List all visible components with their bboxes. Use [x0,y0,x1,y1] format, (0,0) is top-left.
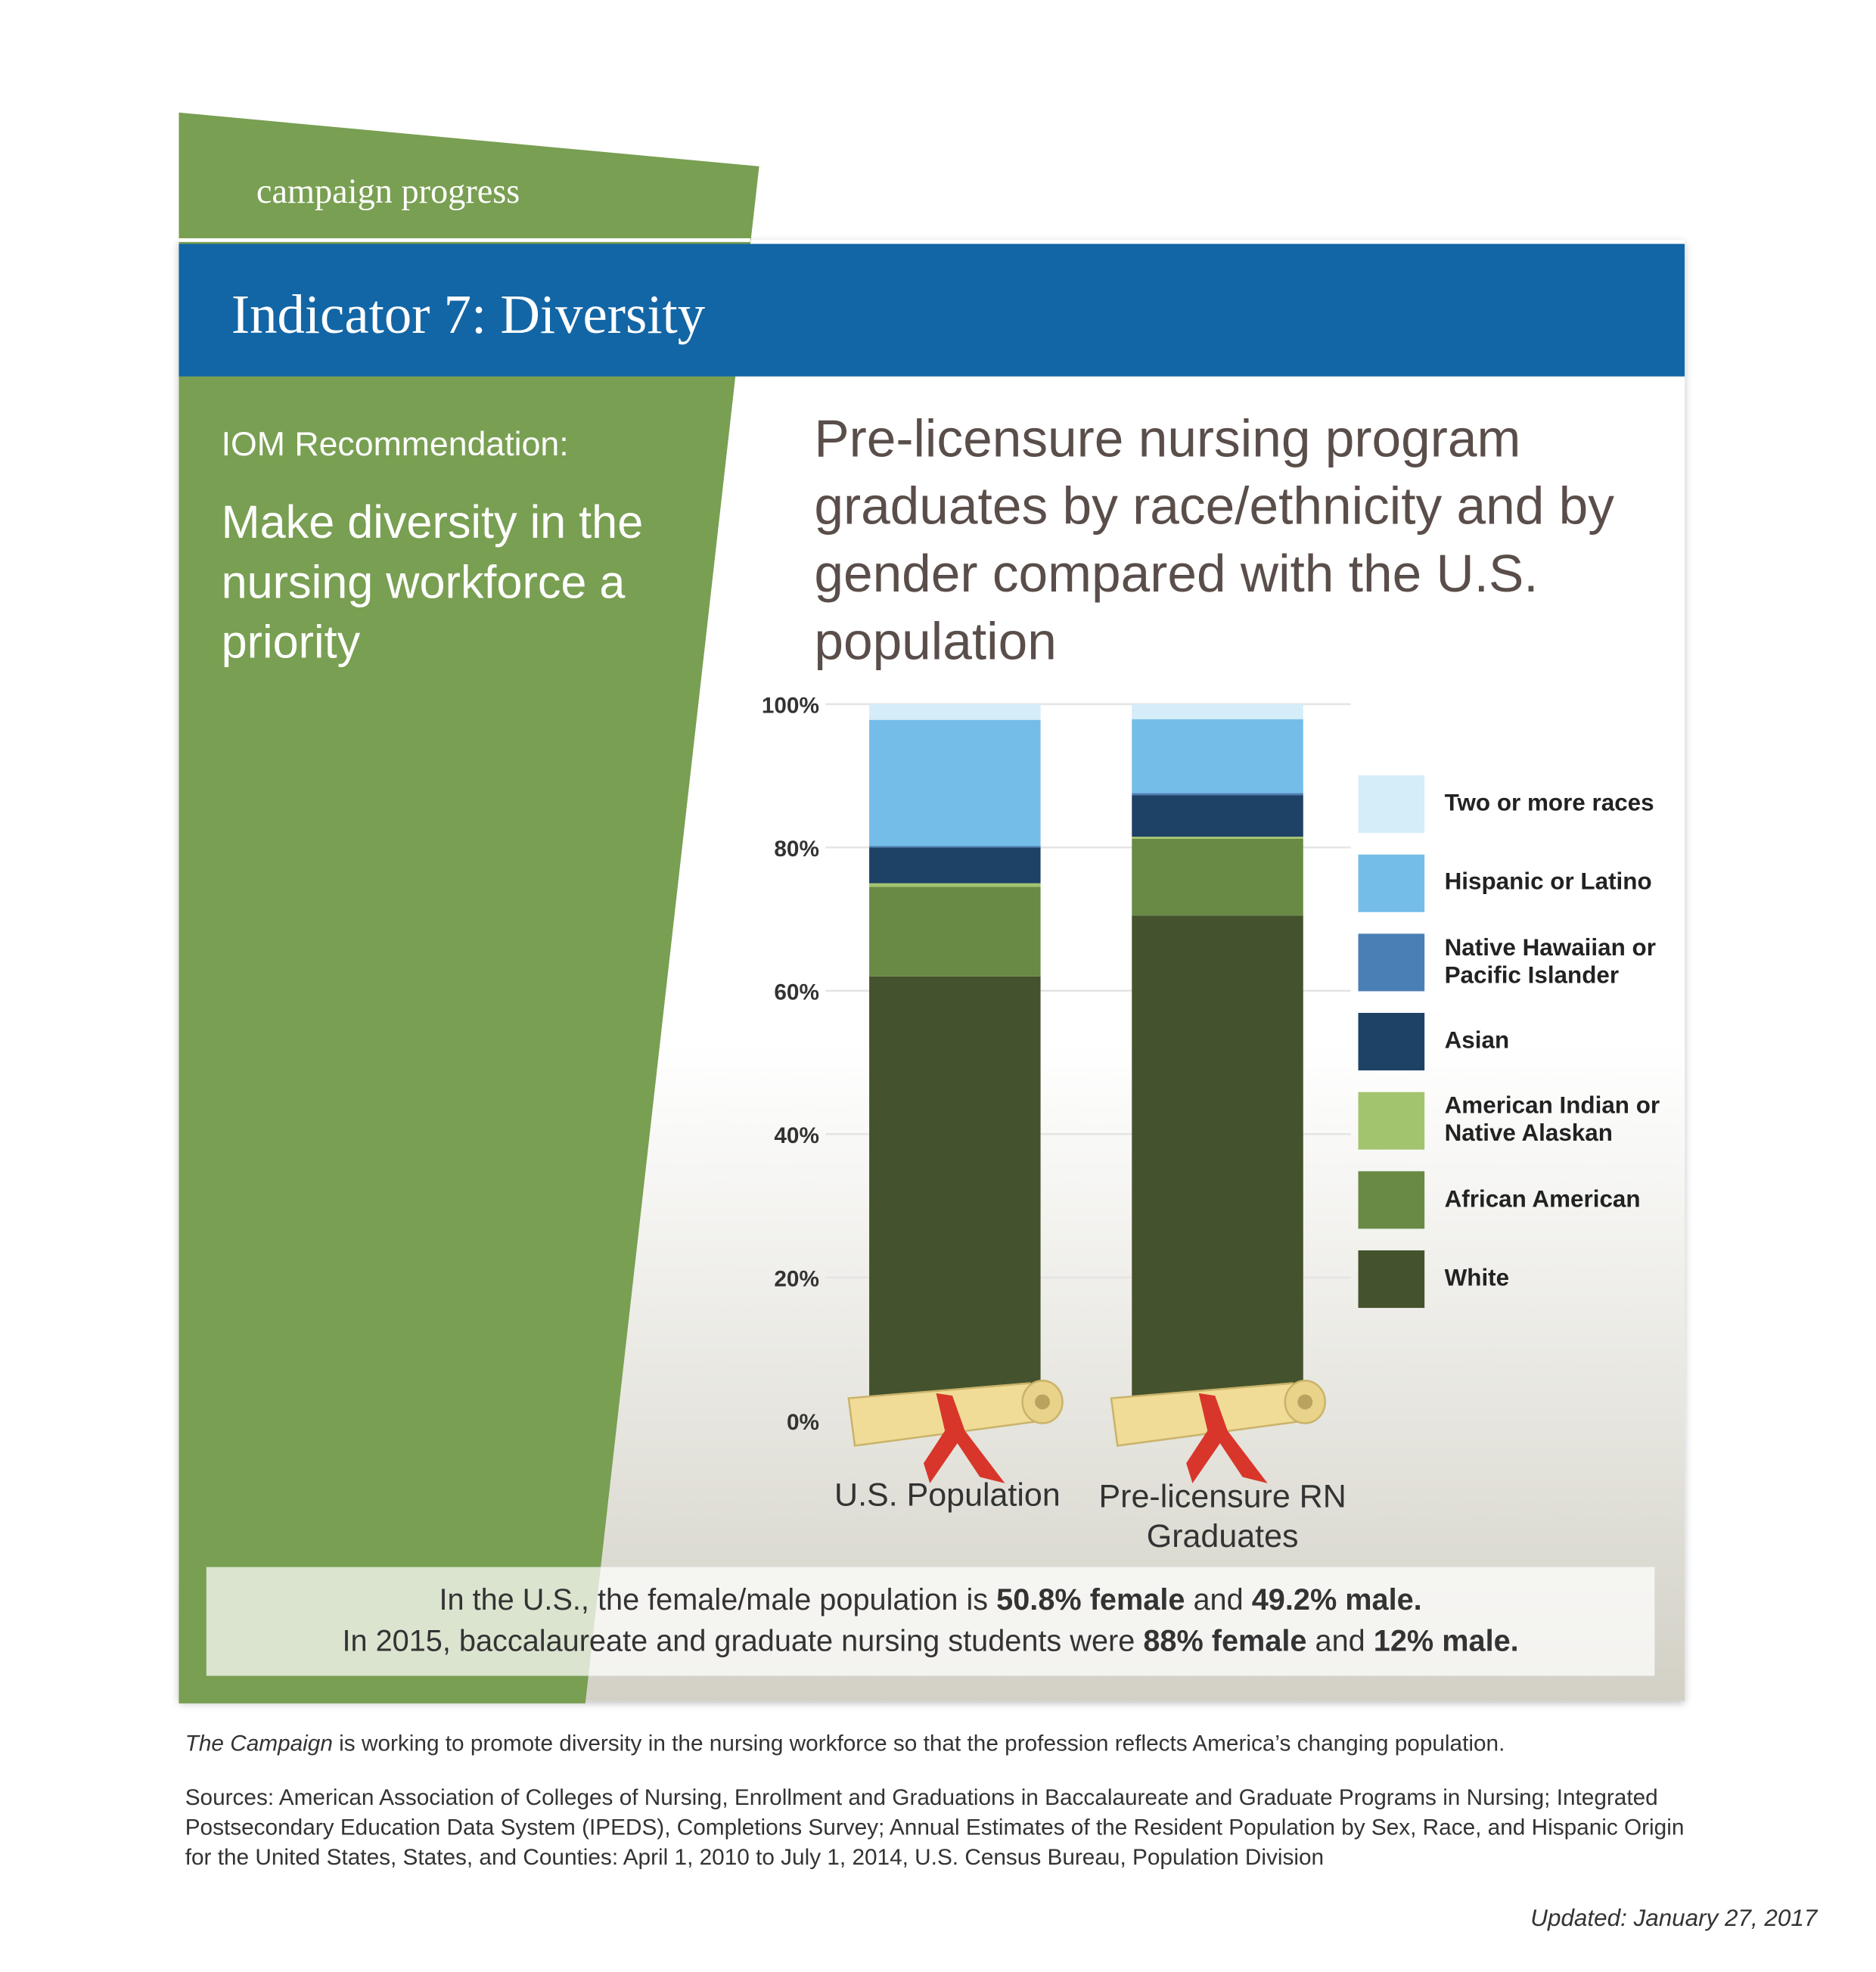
recommendation-label: IOM Recommendation: [221,425,569,463]
note-part: and [1185,1583,1252,1617]
note-part: 50.8% female [996,1583,1185,1617]
tag: campaign progress [256,172,520,212]
green-panel [179,112,759,1703]
plot: 0% 20% 40% 60% 80% 100% [762,693,1351,1483]
legend-label: American Indian or Native Alaskan [1444,1093,1660,1147]
bar-segment [1132,837,1303,839]
legend-label: African American [1444,1186,1641,1213]
header-title: Indicator 7: Diversity [231,284,706,346]
legend-swatch [1358,1171,1425,1229]
y-tick-label: 60% [774,980,819,1005]
chart-title: Pre-licensure nursing program graduates … [814,408,1615,671]
ribbon [1186,1393,1268,1483]
legend-swatch [1358,775,1425,834]
note-part: In the U.S., the female/male population … [439,1583,997,1617]
bar-segment [1132,793,1303,796]
legend-label: Native Hawaiian or Pacific Islander [1444,935,1656,989]
legend-label: Asian [1444,1027,1510,1054]
bar-segment [1132,915,1303,1421]
y-tick-label: 0% [787,1410,819,1435]
legend-label: Hispanic or Latino [1444,869,1652,896]
y-tick-label: 80% [774,837,819,862]
bar-segment [869,846,1041,848]
ribbon [923,1393,1005,1483]
legend-swatch [1358,854,1425,912]
legend-label: Two or more races [1444,790,1654,817]
diploma-core [1035,1394,1050,1410]
bar-segment [869,976,1041,1421]
legend-swatch [1358,933,1425,992]
note-line: In 2015, baccalaureate and graduate nurs… [207,1621,1655,1663]
note-part: 88% female [1143,1624,1307,1659]
note-line: In the U.S., the female/male population … [207,1579,1655,1621]
gender-note: In the U.S., the female/male population … [207,1579,1655,1662]
y-tick-label: 40% [774,1123,819,1148]
updated: Updated: January 27, 2017 [1530,1905,1818,1933]
statement-part: The Campaign [185,1731,333,1756]
bar-segment [1132,795,1303,837]
category-label: Pre-licensure RN Graduates [1098,1477,1346,1555]
legend-swatch [1358,1250,1425,1309]
recommendation-text: Make diversity in the nursing workforce … [221,496,644,668]
bar-segment [1132,719,1303,793]
bar-segment [1132,703,1303,719]
statement-part: is working to promote diversity in the n… [332,1731,1505,1756]
y-tick-label: 100% [762,693,819,718]
bar-segment [1132,838,1303,916]
legend-swatch [1358,1092,1425,1150]
header-band [179,244,1685,377]
note-part: 49.2% male. [1251,1583,1422,1617]
note-part: and [1306,1624,1374,1659]
note-part: In 2015, baccalaureate and graduate nurs… [342,1624,1144,1659]
legend-swatch [1358,1013,1425,1071]
bar-segment [869,719,1041,846]
diploma-core [1297,1394,1313,1410]
note-part: 12% male. [1373,1624,1519,1659]
category-label: U.S. Population [834,1475,1061,1514]
note-box [206,1567,1655,1676]
sources: Sources: American Association of College… [185,1784,1685,1870]
y-tick-label: 20% [774,1266,819,1291]
bar-segment [869,887,1041,977]
bar-segment [869,883,1041,887]
bar-segment [869,847,1041,884]
bar-segment [869,703,1041,720]
legend-label: White [1444,1265,1510,1292]
footer-statement: The Campaign is working to promote diver… [185,1731,1749,1757]
